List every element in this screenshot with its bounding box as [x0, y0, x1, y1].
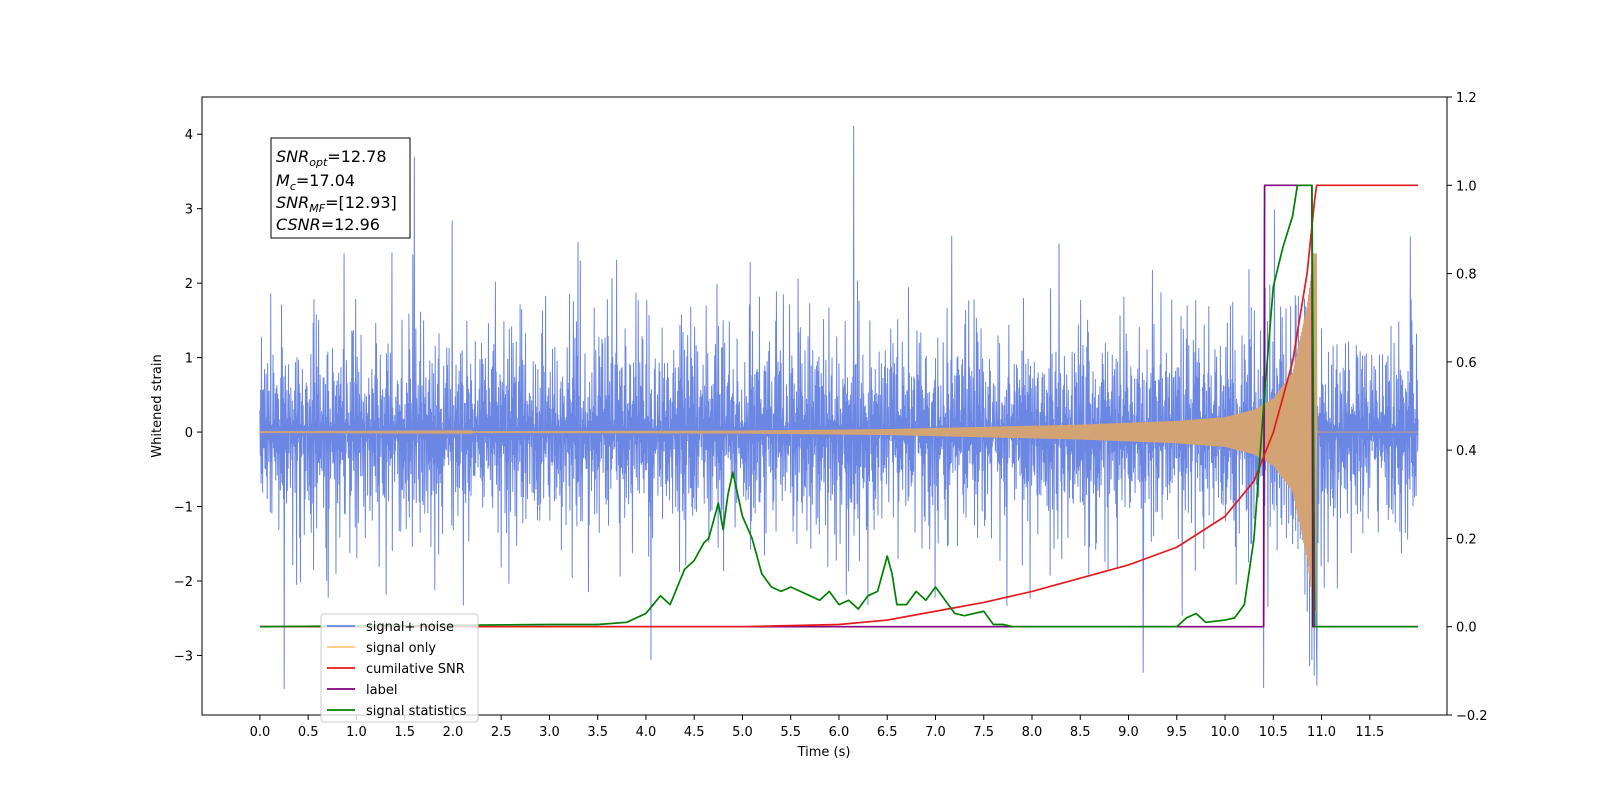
y-right-tick-label: −0.2	[1456, 709, 1488, 724]
legend-label: signal statistics	[366, 704, 467, 719]
annotation-csnr: CSNR=12.96	[276, 215, 380, 234]
y-right-tick-label: 0.0	[1456, 621, 1477, 636]
legend-label: signal only	[366, 641, 436, 656]
right-axis-series	[259, 184, 1419, 628]
legend: signal+ noise signal only cumilative SNR la…	[320, 613, 479, 723]
y-axis-left: 4 3 2 1 0 −1 −2 −3	[174, 128, 202, 664]
y-left-tick-label: 1	[185, 352, 193, 367]
x-tick-label: 9.0	[1118, 725, 1139, 740]
y-left-tick-label: 4	[185, 128, 193, 143]
legend-label: signal+ noise	[366, 620, 454, 635]
y-left-tick-label: −3	[174, 649, 193, 664]
plot-frame	[201, 96, 1448, 716]
x-tick-label: 1.5	[394, 725, 415, 740]
legend-frame	[320, 613, 479, 723]
series-signal-statistics-line	[259, 184, 1419, 628]
y-right-tick-label: 0.2	[1456, 532, 1477, 547]
y-left-tick-label: 0	[185, 426, 193, 441]
x-tick-label: 3.0	[539, 725, 560, 740]
x-tick-label: 5.5	[780, 725, 801, 740]
x-tick-label: 7.0	[925, 725, 946, 740]
plot-area	[259, 125, 1419, 690]
y-right-tick-label: 1.0	[1456, 179, 1477, 194]
y-left-tick-label: 3	[185, 203, 193, 218]
x-tick-label: 3.5	[587, 725, 608, 740]
x-tick-label: 10.5	[1259, 725, 1288, 740]
x-tick-label: 11.0	[1307, 725, 1336, 740]
x-tick-label: 8.5	[1070, 725, 1091, 740]
y-left-tick-label: −2	[174, 575, 193, 590]
x-tick-label: 10.0	[1211, 725, 1240, 740]
y-right-tick-label: 0.4	[1456, 444, 1477, 459]
x-tick-label: 1.0	[346, 725, 367, 740]
y-right-tick-label: 0.8	[1456, 268, 1477, 283]
y-left-tick-label: 2	[185, 277, 193, 292]
annotation-mc: Mc=17.04	[276, 171, 355, 193]
x-tick-label: 4.5	[684, 725, 705, 740]
legend-label: label	[366, 683, 397, 698]
x-tick-label: 6.5	[877, 725, 898, 740]
x-tick-label: 0.0	[250, 725, 271, 740]
x-tick-label: 8.0	[1022, 725, 1043, 740]
x-tick-label: 5.0	[732, 725, 753, 740]
x-axis-label: Time (s)	[797, 745, 851, 760]
x-tick-label: 6.0	[829, 725, 850, 740]
y-left-tick-label: −1	[174, 501, 193, 516]
legend-label: cumilative SNR	[366, 662, 465, 677]
x-tick-label: 0.5	[298, 725, 319, 740]
x-tick-label: 2.5	[491, 725, 512, 740]
annotation-frame	[270, 137, 411, 239]
y-right-tick-label: 1.2	[1456, 91, 1477, 106]
annotation-snr-mf: SNRMF=[12.93]	[276, 193, 397, 215]
y-right-tick-label: 0.6	[1456, 356, 1477, 371]
series-cumulative-snr-line	[259, 184, 1419, 628]
series-signal-only-line	[259, 253, 1419, 611]
y-axis-label-left: Whitened strain	[150, 354, 165, 457]
x-tick-label: 7.5	[973, 725, 994, 740]
annotation-snr-opt: SNRopt=12.78	[276, 147, 387, 169]
y-axis-right: 1.2 1.0 0.8 0.6 0.4 0.2 0.0 −0.2	[1447, 91, 1488, 724]
x-tick-label: 4.0	[636, 725, 657, 740]
annotation-box: SNRopt=12.78 Mc=17.04 SNRMF=[12.93] CSNR…	[270, 137, 411, 239]
series-signal-noise-line	[259, 125, 1419, 690]
x-tick-label: 9.5	[1166, 725, 1187, 740]
x-axis: 0.0 0.5 1.0 1.5 2.0 2.5 3.0 3.5 4.0 4.5 5.0 5.5 6.0 6…	[250, 715, 1384, 740]
x-tick-label: 11.5	[1355, 725, 1384, 740]
x-tick-label: 2.0	[443, 725, 464, 740]
